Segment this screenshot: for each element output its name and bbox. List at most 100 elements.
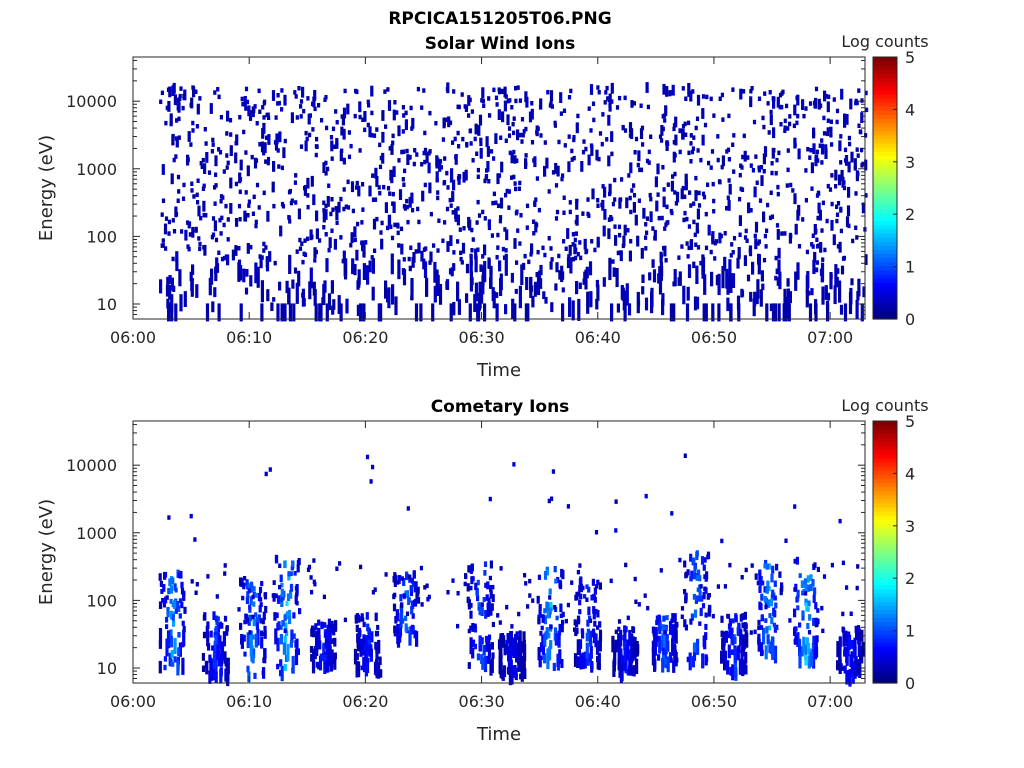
- data-cell: [187, 246, 191, 252]
- data-cell: [497, 89, 502, 95]
- data-cell: [253, 157, 258, 169]
- data-cell: [289, 200, 293, 206]
- data-cell: [596, 625, 600, 630]
- data-cell: [326, 624, 330, 631]
- data-cell: [214, 172, 218, 177]
- data-cell: [520, 660, 524, 677]
- data-cell: [271, 181, 275, 193]
- data-cell: [411, 600, 415, 609]
- data-cell: [710, 149, 715, 154]
- data-cell: [512, 462, 516, 467]
- data-cell: [804, 106, 808, 111]
- data-cell: [520, 139, 524, 144]
- data-cell: [298, 237, 302, 243]
- data-cell: [171, 611, 175, 617]
- data-cell: [198, 241, 202, 247]
- colorbar-segment: [873, 490, 897, 496]
- data-cell: [515, 260, 519, 265]
- data-cell: [686, 254, 690, 259]
- data-cell: [490, 233, 494, 238]
- data-cell: [698, 590, 702, 599]
- data-cell: [816, 566, 820, 572]
- data-cell: [251, 614, 255, 620]
- data-cell: [635, 658, 639, 674]
- data-cell: [530, 243, 534, 255]
- data-cell: [577, 298, 581, 321]
- data-cell: [329, 135, 334, 140]
- data-cell: [238, 217, 242, 222]
- data-cell: [213, 201, 217, 206]
- colorbar-segment: [873, 73, 897, 79]
- data-cell: [816, 158, 820, 163]
- data-cell: [605, 85, 609, 91]
- data-cell: [658, 134, 663, 139]
- data-cell: [222, 169, 226, 174]
- data-cell: [721, 117, 725, 122]
- data-cell: [598, 629, 603, 642]
- data-cell: [273, 612, 277, 621]
- data-cell: [628, 122, 633, 133]
- data-cell: [335, 120, 339, 125]
- data-cell: [671, 613, 675, 622]
- data-cell: [266, 210, 270, 222]
- data-cell: [195, 124, 199, 129]
- data-cell: [688, 190, 692, 195]
- data-cell: [172, 620, 176, 627]
- data-cell: [557, 253, 561, 259]
- data-cell: [438, 159, 443, 164]
- data-cell: [573, 237, 577, 243]
- data-cell: [374, 630, 379, 637]
- data-cell: [718, 96, 722, 101]
- colorbar-segment: [873, 245, 897, 251]
- data-cell: [650, 287, 654, 308]
- data-cell: [441, 238, 445, 243]
- data-cell: [239, 303, 243, 322]
- data-cell: [338, 561, 342, 566]
- data-cell: [247, 199, 251, 204]
- data-cell: [363, 127, 367, 133]
- data-cell: [237, 259, 242, 271]
- data-cell: [590, 239, 594, 244]
- data-cell: [250, 154, 254, 160]
- data-cell: [677, 277, 681, 286]
- data-cell: [777, 259, 781, 275]
- data-cell: [293, 571, 297, 576]
- data-cell: [663, 226, 667, 231]
- data-cell: [701, 653, 705, 669]
- data-cell: [841, 626, 845, 633]
- data-cell: [322, 211, 326, 223]
- data-cell: [579, 654, 583, 670]
- data-cell: [680, 244, 684, 249]
- data-cell: [266, 156, 271, 162]
- data-cell: [494, 95, 499, 101]
- data-cell: [520, 117, 525, 122]
- data-cell: [653, 659, 657, 670]
- data-cell: [768, 613, 772, 619]
- data-cell: [293, 90, 297, 95]
- data-cell: [208, 277, 212, 296]
- data-cell: [793, 608, 797, 618]
- data-cell: [703, 274, 707, 295]
- data-cell: [333, 653, 337, 670]
- data-cell: [655, 635, 659, 642]
- data-cell: [291, 655, 295, 674]
- data-cell: [718, 232, 722, 244]
- data-cell: [258, 109, 262, 114]
- data-cell: [821, 257, 825, 262]
- data-cell: [744, 651, 748, 664]
- data-cell: [639, 128, 644, 139]
- data-cell: [247, 105, 251, 117]
- data-cell: [295, 282, 299, 304]
- data-cell: [730, 242, 734, 247]
- data-cell: [728, 183, 732, 195]
- data-cell: [711, 233, 715, 245]
- data-cell: [585, 597, 589, 602]
- data-cell: [839, 304, 844, 315]
- data-cell: [601, 184, 605, 189]
- data-cell: [848, 141, 852, 147]
- data-cell: [347, 130, 351, 135]
- colorbar-segment: [873, 437, 897, 443]
- data-cell: [289, 571, 293, 577]
- colorbar-segment: [873, 155, 897, 160]
- data-cell: [673, 269, 677, 287]
